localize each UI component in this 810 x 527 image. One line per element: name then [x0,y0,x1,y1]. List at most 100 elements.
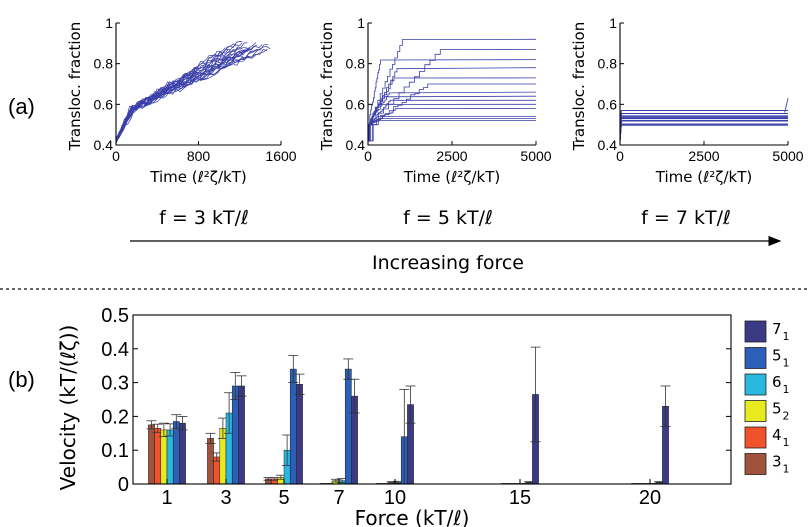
translocation-trace [619,110,788,141]
translocation-trace [115,49,231,145]
translocation-trace [115,48,229,144]
translocation-trace [619,115,788,141]
trace-group [619,98,789,141]
legend-swatch [744,400,767,422]
x-tick-label: 2500 [436,148,467,164]
x-tick-label: 0 [364,148,372,164]
x-tick-label: 20 [639,487,661,509]
panel-a-left-plot: 0.4 0.6 0.8 1 0 800 1600 Time (ℓ²ζ/kT) Transloc.… [66,15,297,186]
caption-force-5: f = 5 kT/ℓ [403,207,493,229]
y-tick-label: 0.5 [101,305,129,327]
bar [231,385,239,485]
axes-frame [619,23,788,146]
translocation-trace [619,118,788,141]
x-tick-label: 800 [187,148,211,164]
bar [148,424,155,485]
axes-frame [132,314,732,485]
translocation-trace [619,124,788,141]
translocation-trace [115,48,268,139]
y-tick-label: 0.3 [101,373,129,395]
bar [296,384,303,485]
legend-label: 41 [772,426,790,449]
translocation-trace [619,119,788,141]
translocation-trace [367,59,537,142]
translocation-trace [367,108,537,142]
translocation-trace [367,38,537,142]
trace-group [367,38,537,142]
trace-group [115,41,271,145]
translocation-trace [619,123,788,141]
y-tick-label: 1 [357,15,365,31]
translocation-trace [367,120,536,142]
y-tick-label: 0.8 [94,56,114,72]
series-5-1 [171,355,665,485]
translocation-trace [115,44,263,139]
panel-a-middle-plot: 0.4 0.6 0.8 1 0 2500 5000 Time (ℓ²ζ/kT) Transloc… [318,15,552,186]
x-tick-label: 3 [220,487,231,509]
x-tick-label: 7 [333,487,344,509]
bar [179,422,186,485]
translocation-trace [115,45,271,139]
x-tick-label: 5000 [520,148,551,164]
legend-swatch [744,347,767,369]
y-tick-label: 1 [105,15,113,31]
legend-label: 61 [772,373,790,396]
panel-label-b: (b) [8,367,35,392]
y-tick-label: 0.4 [101,339,129,361]
y-tick-label: 0.1 [101,440,129,462]
caption-force-7: f = 7 kT/ℓ [641,207,731,229]
translocation-trace [619,110,788,141]
y-tick-label: 1 [609,15,617,31]
bar [160,429,168,485]
y-tick-label: 0.6 [598,96,618,112]
translocation-trace [115,50,256,140]
legend-label: 52 [772,400,790,423]
translocation-trace [115,48,268,143]
translocation-trace [367,116,536,142]
bar [238,385,245,485]
x-axis-label: Time (ℓ²ζ/kT) [403,168,500,186]
legend-swatch [744,426,767,449]
panel-b-bar-chart: 0 0.1 0.2 0.3 0.4 0.5 1 3 5 7 10 15 20 Force (kT/ℓ) Ve… [56,305,790,527]
arrow-label: Increasing force [372,252,524,274]
x-tick-label: 15 [509,487,531,509]
y-axis-label: Velocity (kT/(ℓζ)) [56,325,80,491]
translocation-trace [367,118,536,142]
legend-label: 71 [772,320,790,343]
translocation-trace [367,49,537,142]
bar [289,368,297,485]
x-axis-label: Time (ℓ²ζ/kT) [149,168,246,186]
translocation-trace [115,49,236,142]
legend-swatch [744,453,767,475]
y-tick-label: 0.4 [346,137,366,153]
axes-frame [115,23,281,146]
y-axis-label: Transloc. fraction [318,22,336,151]
bar [166,429,174,485]
y-tick-label: 0.4 [94,137,114,153]
x-tick-label: 0 [112,148,120,164]
translocation-trace [367,67,537,142]
bar [172,421,180,485]
series-7-1 [177,346,671,485]
y-tick-label: 0.6 [94,96,114,112]
x-tick-label: 5 [278,487,289,509]
y-tick-label: 0.8 [598,56,618,72]
y-tick-label: 0.2 [101,406,129,428]
translocation-trace [619,117,788,141]
bar [344,368,352,485]
y-tick-label: 0.6 [346,96,366,112]
legend: 71 51 61 52 41 31 [744,320,790,476]
y-tick-label: 0.4 [598,137,618,153]
x-tick-label: 1 [161,487,172,509]
translocation-trace [115,43,237,142]
translocation-trace [115,47,226,141]
x-tick-label: 2500 [688,148,719,164]
translocation-trace [619,123,788,141]
translocation-trace [619,123,788,141]
panel-label-a: (a) [8,94,35,119]
x-tick-label: 5000 [772,148,803,164]
y-axis-label: Transloc. fraction [570,22,588,151]
legend-label: 51 [772,347,790,370]
x-tick-label: 10 [384,487,406,509]
